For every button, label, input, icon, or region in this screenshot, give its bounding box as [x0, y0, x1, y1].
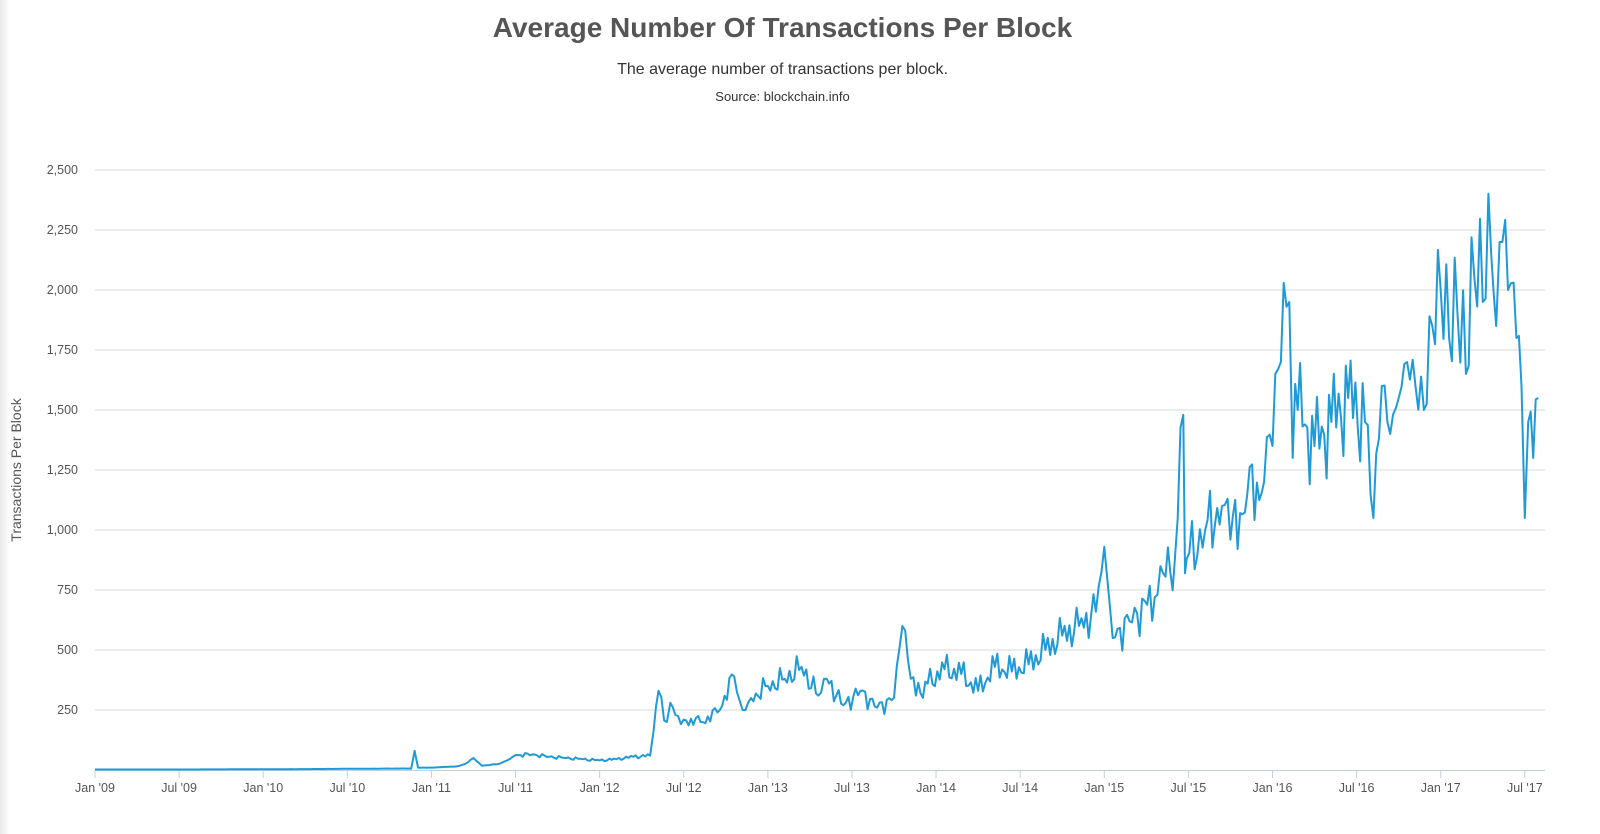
x-tick-label: Jan '11 — [412, 781, 451, 795]
x-tick-label: Jul '12 — [666, 781, 702, 795]
y-axis-title: Transactions Per Block — [8, 397, 24, 541]
left-edge-shadow — [0, 0, 10, 834]
x-tick-label: Jul '09 — [161, 781, 197, 795]
x-tick-label: Jul '14 — [1002, 781, 1038, 795]
y-tick-label: 250 — [57, 703, 78, 717]
x-tick-label: Jan '17 — [1421, 781, 1461, 795]
x-tick-label: Jul '17 — [1507, 781, 1543, 795]
x-tick-label: Jul '11 — [498, 781, 533, 795]
y-tick-label: 2,250 — [47, 223, 78, 237]
y-tick-label: 500 — [57, 643, 78, 657]
y-tick-label: 1,250 — [47, 463, 78, 477]
x-tick-label: Jan '09 — [75, 781, 115, 795]
chart-source: Source: blockchain.info — [715, 89, 850, 104]
y-tick-label: 750 — [57, 583, 78, 597]
y-tick-label: 1,000 — [47, 523, 78, 537]
series-group — [95, 192, 1539, 771]
x-tick-label: Jul '16 — [1339, 781, 1375, 795]
chart-subtitle: The average number of transactions per b… — [617, 61, 948, 78]
x-tick-label: Jan '15 — [1084, 781, 1124, 795]
chart-title: Average Number Of Transactions Per Block — [492, 12, 1073, 43]
x-tick-label: Jan '16 — [1253, 781, 1293, 795]
y-axis: 250 500 750 1,000 1,250 1,500 1,750 2,000 2,250 2… — [47, 163, 78, 717]
gridlines — [95, 169, 1545, 711]
x-tick-label: Jul '13 — [834, 781, 870, 795]
x-tick-label: Jul '10 — [329, 781, 365, 795]
x-tick-label: Jan '10 — [243, 781, 283, 795]
y-tick-label: 1,750 — [47, 343, 78, 357]
series-line — [95, 192, 1539, 771]
x-tick-label: Jul '15 — [1171, 781, 1207, 795]
x-axis: Jan '09 Jul '09 Jan '10 Jul '10 Jan '11 Jul '… — [75, 770, 1545, 795]
x-tick-label: Jan '13 — [748, 781, 788, 795]
y-tick-label: 2,500 — [47, 163, 78, 177]
y-tick-label: 1,500 — [47, 403, 78, 417]
x-tick-label: Jan '12 — [580, 781, 620, 795]
y-tick-label: 2,000 — [47, 283, 78, 297]
x-tick-label: Jan '14 — [916, 781, 956, 795]
